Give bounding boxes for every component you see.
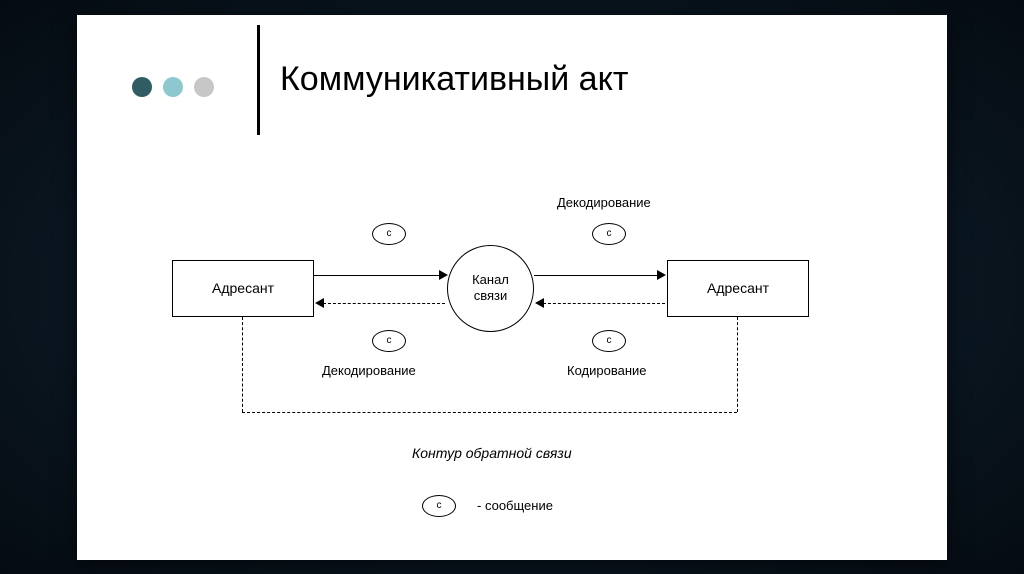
label-decode-top: Декодирование (557, 195, 651, 210)
arrowhead (657, 270, 666, 280)
dot-2 (163, 77, 183, 97)
edge-center-to-right (534, 275, 662, 276)
feedback-line-right-v (737, 317, 738, 412)
node-sender-left-label: Адресант (212, 280, 274, 296)
edge-center-to-left-dashed (323, 303, 445, 304)
dot-1 (132, 77, 152, 97)
arrowhead (315, 298, 324, 308)
label-encode-bottom: Кодирование (567, 363, 647, 378)
legend-oval: с (422, 495, 456, 517)
edge-left-to-center (314, 275, 444, 276)
oval-letter: с (387, 228, 392, 239)
label-feedback-loop: Контур обратной связи (412, 445, 572, 461)
oval-letter: с (437, 500, 442, 511)
diagram-area: Адресант Адресант Канал связи с (77, 175, 947, 545)
decorative-dots (132, 77, 214, 97)
arrowhead (535, 298, 544, 308)
node-channel: Канал связи (447, 245, 534, 332)
arrowhead (439, 270, 448, 280)
message-oval-bottom-left: с (372, 330, 406, 352)
feedback-line-bottom (242, 412, 737, 413)
message-oval-top-left: с (372, 223, 406, 245)
dark-backdrop: Коммуникативный акт Адресант Адресант Ка… (0, 0, 1024, 574)
oval-letter: с (607, 228, 612, 239)
message-oval-bottom-right: с (592, 330, 626, 352)
dot-3 (194, 77, 214, 97)
legend-text: - сообщение (477, 498, 553, 513)
slide: Коммуникативный акт Адресант Адресант Ка… (77, 15, 947, 560)
legend-message-text: сообщение (485, 498, 553, 513)
title-bar: Коммуникативный акт (257, 25, 628, 135)
message-oval-top-right: с (592, 223, 626, 245)
node-sender-right: Адресант (667, 260, 809, 317)
node-channel-label: Канал связи (472, 272, 509, 303)
legend-dash: - (477, 498, 485, 513)
node-sender-left: Адресант (172, 260, 314, 317)
edge-right-to-center-dashed (543, 303, 665, 304)
node-sender-right-label: Адресант (707, 280, 769, 296)
slide-title: Коммуникативный акт (280, 60, 628, 99)
feedback-line-left-v (242, 317, 243, 412)
oval-letter: с (607, 335, 612, 346)
oval-letter: с (387, 335, 392, 346)
label-decode-bottom: Декодирование (322, 363, 416, 378)
